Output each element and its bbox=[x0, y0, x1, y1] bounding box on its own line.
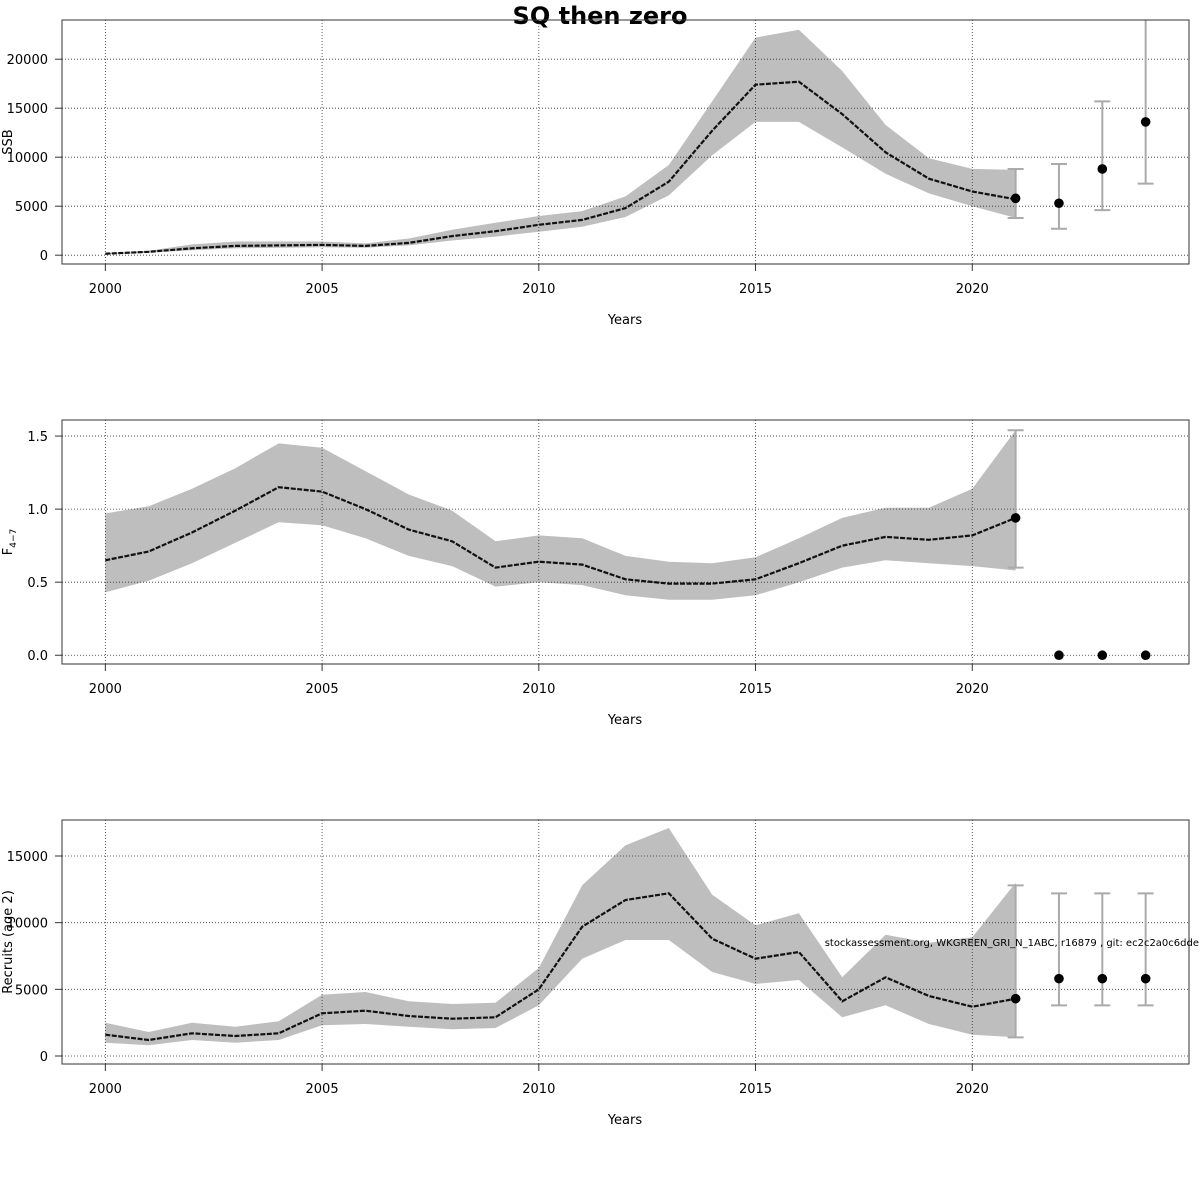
fbar-y-tick-label: 0.5 bbox=[27, 576, 48, 591]
ssb-plot-frame bbox=[61, 19, 1190, 265]
fbar-ylabel-sub: 4−7 bbox=[9, 529, 19, 548]
fbar-x-tick-label: 2015 bbox=[739, 682, 772, 697]
fbar-forecast-point bbox=[1097, 650, 1108, 661]
fbar-x-tick-label: 2005 bbox=[306, 682, 339, 697]
recruits-panel: 2000 2005 2010 2015 2020 0 5000 10000 15000 Year… bbox=[1, 819, 1190, 1128]
fbar-xlabel: Years bbox=[607, 713, 643, 728]
fbar-estimate-line bbox=[105, 486, 1017, 585]
recruits-y-tick-label: 0 bbox=[40, 1050, 48, 1065]
ssb-forecast-interval bbox=[1007, 167, 1024, 219]
fbar-x-tick-label: 2010 bbox=[522, 682, 555, 697]
recruits-xlabel: Years bbox=[607, 1113, 643, 1128]
recruits-plot-layer: 2000 2005 2010 2015 2020 0 5000 10000 15000 bbox=[7, 819, 1190, 1097]
fbar-y-tick-label: 1.5 bbox=[27, 430, 48, 445]
fbar-x-tick-label: 2000 bbox=[89, 682, 122, 697]
recruits-forecast-point bbox=[1097, 973, 1108, 984]
recruits-y-tick-label: 5000 bbox=[15, 983, 48, 998]
ssb-x-tick-label: 2010 bbox=[522, 282, 555, 297]
recruits-x-tick-label: 2020 bbox=[956, 1082, 989, 1097]
source-note: stockassessment.org, WKGREEN_GRI_N_1ABC,… bbox=[825, 938, 1199, 949]
recruits-plot-frame bbox=[61, 819, 1190, 1065]
fbar-confidence-band bbox=[105, 430, 1016, 600]
fbar-forecast-point bbox=[1140, 650, 1151, 661]
recruits-x-tick-label: 2010 bbox=[522, 1082, 555, 1097]
recruits-forecast-point bbox=[1054, 973, 1064, 984]
ssb-x-tick-label: 2015 bbox=[739, 282, 772, 297]
ssb-x-tick-label: 2000 bbox=[89, 282, 122, 297]
recruits-x-tick-label: 2005 bbox=[306, 1082, 339, 1097]
figure-title: SQ then zero bbox=[513, 2, 688, 30]
recruits-forecast-point bbox=[1010, 993, 1021, 1004]
ssb-forecast-interval bbox=[1050, 163, 1067, 230]
fbar-panel: 2000 2005 2010 2015 2020 0.0 0.5 1.0 1.5 Years F… bbox=[1, 419, 1190, 728]
fbar-forecast-interval bbox=[1007, 429, 1024, 569]
ssb-forecast-point bbox=[1054, 198, 1064, 209]
recruits-forecast-interval bbox=[1007, 884, 1024, 1039]
fbar-y-tick-label: 1.0 bbox=[27, 503, 48, 518]
fbar-x-tick-label: 2020 bbox=[956, 682, 989, 697]
recruits-forecast-interval bbox=[1050, 892, 1067, 1007]
fbar-ylabel-main: F bbox=[1, 548, 16, 555]
ssb-y-tick-label: 10000 bbox=[7, 151, 48, 166]
recruits-estimate-line bbox=[105, 892, 1016, 1042]
ssb-panel: 2000 2005 2010 2015 2020 0 5000 10000 15000 20000… bbox=[1, 19, 1190, 328]
recruits-y-tick-label: 10000 bbox=[7, 917, 48, 932]
recruits-confidence-band bbox=[105, 828, 1016, 1046]
ssb-xlabel: Years bbox=[607, 313, 643, 328]
ssb-y-tick-label: 20000 bbox=[7, 53, 48, 68]
ssb-confidence-band bbox=[105, 29, 1016, 255]
ssb-y-tick-label: 0 bbox=[40, 249, 48, 264]
ssb-estimate-line bbox=[105, 80, 1016, 255]
ssb-ylabel: SSB bbox=[1, 129, 16, 154]
ssb-y-tick-label: 15000 bbox=[7, 102, 48, 117]
recruits-y-tick-label: 15000 bbox=[7, 850, 48, 865]
ssb-forecast-interval bbox=[1094, 100, 1111, 212]
ssb-forecast-point bbox=[1097, 164, 1108, 174]
recruits-forecast-interval bbox=[1094, 892, 1111, 1007]
ssb-y-tick-label: 5000 bbox=[15, 200, 48, 215]
ssb-forecast-point bbox=[1140, 117, 1151, 127]
recruits-x-tick-label: 2015 bbox=[739, 1082, 772, 1097]
ssb-plot-layer: 2000 2005 2010 2015 2020 0 5000 10000 15000 20000 bbox=[7, 19, 1190, 297]
fbar-plot-layer: 2000 2005 2010 2015 2020 0.0 0.5 1.0 1.5 bbox=[27, 419, 1190, 697]
ssb-forecast-point bbox=[1010, 193, 1021, 204]
fbar-forecast-point bbox=[1054, 650, 1064, 661]
ssb-x-tick-label: 2005 bbox=[306, 282, 339, 297]
ssb-x-tick-label: 2020 bbox=[956, 282, 989, 297]
recruits-x-tick-label: 2000 bbox=[89, 1082, 122, 1097]
recruits-ylabel: Recruits (age 2) bbox=[1, 890, 16, 994]
fbar-forecast-point bbox=[1010, 513, 1021, 523]
fbar-plot-frame bbox=[61, 419, 1190, 665]
recruits-forecast-interval bbox=[1137, 892, 1154, 1007]
fbar-ylabel: F4−7 bbox=[1, 529, 19, 555]
ssb-forecast-interval bbox=[1137, 20, 1154, 185]
fbar-y-tick-label: 0.0 bbox=[27, 649, 48, 664]
recruits-forecast-point bbox=[1140, 973, 1151, 984]
